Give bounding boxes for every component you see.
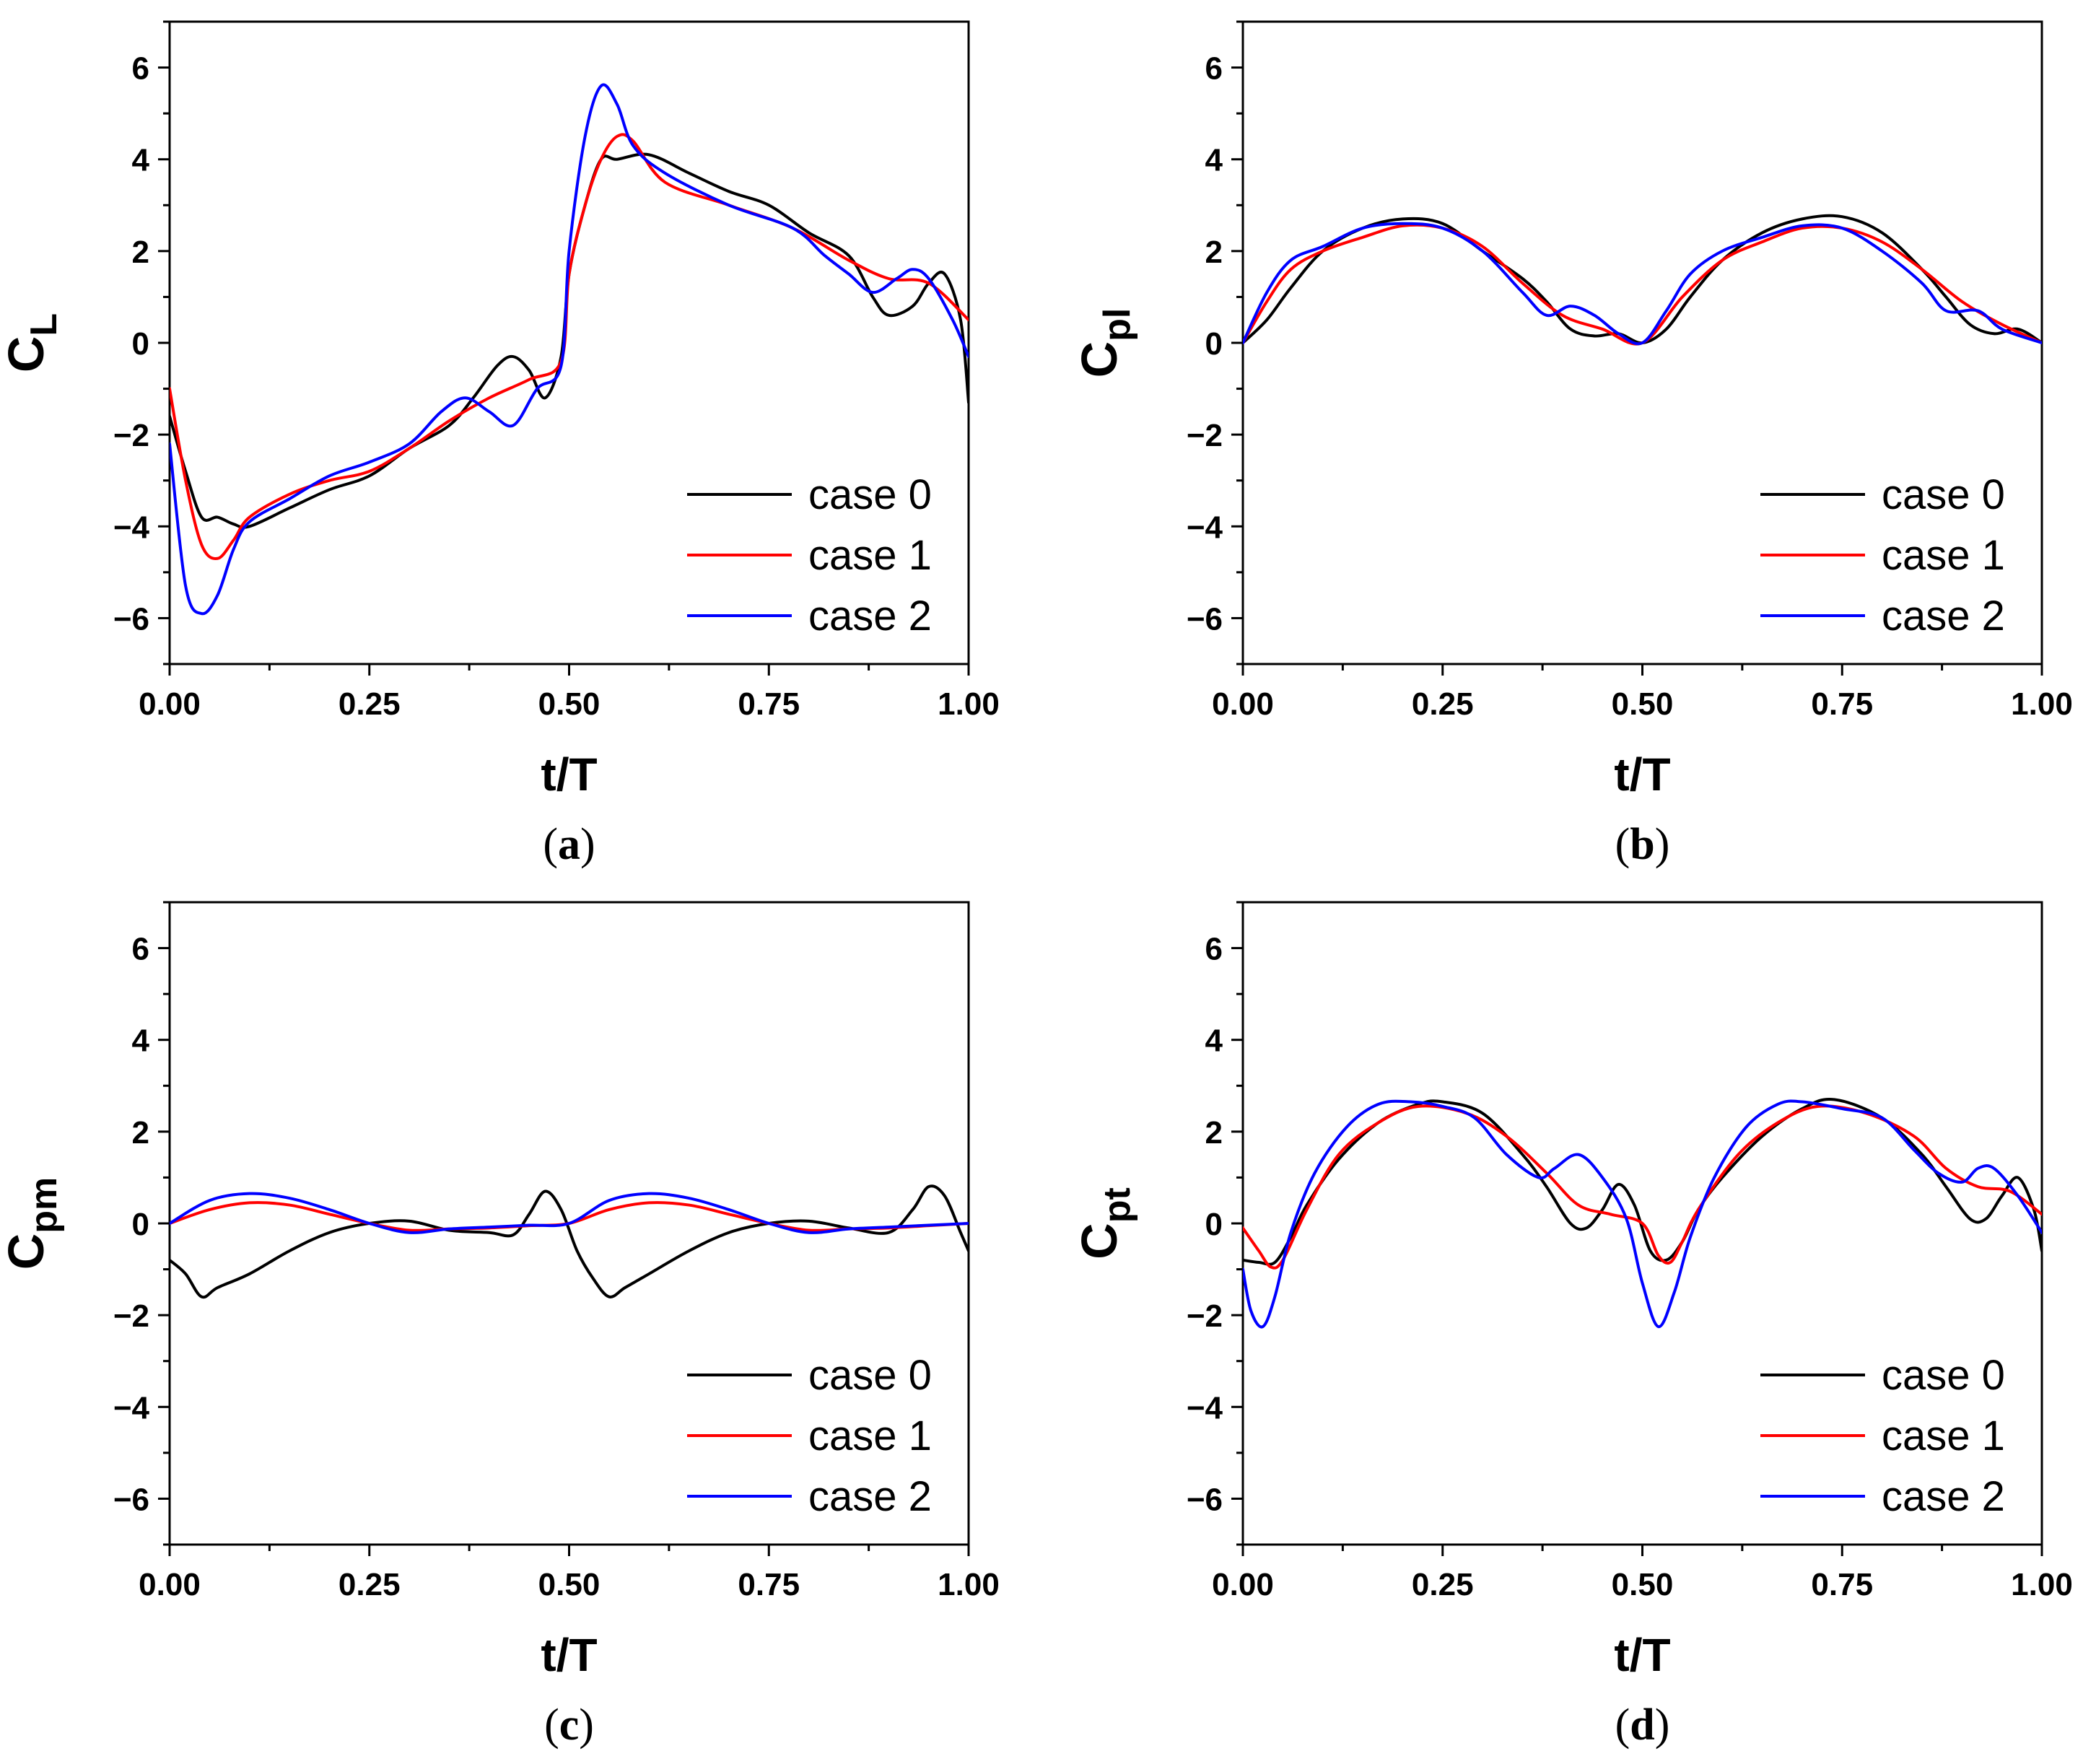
legend-label: case 1: [808, 532, 932, 579]
series-group: [1243, 1097, 2042, 1329]
series-group: [170, 1184, 969, 1299]
x-tick-label: 1.00: [938, 1567, 1000, 1602]
panel-caption: (a): [543, 820, 595, 869]
legend-label: case 1: [1882, 532, 2005, 579]
panel-d: 0.00 0.25 0.50 0.75 1.00 6 4 2 0 −2 −4 −6 t/T Cpt case…: [1071, 901, 2073, 1750]
legend-label: case 2: [1882, 593, 2005, 639]
series-line-case-2: [170, 1192, 969, 1234]
series-line-case-2: [170, 83, 969, 616]
legend: case 0 case 1 case 2: [1760, 1352, 2005, 1520]
legend-label: case 0: [1882, 1352, 2005, 1399]
y-tick-label: 6: [1205, 932, 1223, 967]
legend-label: case 0: [808, 1352, 932, 1399]
x-tick-label: 0.00: [139, 686, 201, 722]
y-axis-label: Cpm: [0, 1177, 65, 1270]
series-line-case-1: [1243, 223, 2042, 346]
y-tick-label: −6: [1187, 601, 1223, 637]
x-tick-label: 0.75: [738, 1567, 800, 1602]
x-tick-label: 0.50: [1612, 1567, 1674, 1602]
legend: case 0 case 1 case 2: [687, 471, 932, 639]
series-group: [1243, 214, 2042, 346]
series-line-case-0: [170, 1184, 969, 1299]
y-tick-label: 2: [1205, 235, 1223, 270]
x-tick-label: 1.00: [2011, 686, 2073, 722]
x-tick-label: 0.75: [1811, 1567, 1873, 1602]
x-tick-label: 0.50: [538, 686, 601, 722]
x-tick-label: 0.75: [1811, 686, 1873, 722]
x-tick-label: 0.25: [339, 1567, 401, 1602]
legend-label: case 0: [1882, 471, 2005, 518]
y-tick-label: 0: [132, 326, 149, 362]
series-line-case-0: [1243, 214, 2042, 345]
y-tick-label: −2: [113, 418, 149, 453]
panel-caption: (d): [1615, 1700, 1670, 1750]
x-tick-label: 0.50: [1612, 686, 1674, 722]
panel-a: 0.00 0.25 0.50 0.75 1.00 6 4 2 0 −2 −4 −6 t/T CL case …: [0, 20, 1000, 869]
x-tick-label: 0.25: [1412, 1567, 1474, 1602]
y-tick-label: −6: [113, 601, 149, 637]
x-tick-label: 0.25: [1412, 686, 1474, 722]
panel-caption: (c): [544, 1700, 594, 1750]
y-tick-label: 0: [1205, 326, 1223, 362]
y-tick-label: 6: [132, 932, 149, 967]
x-axis-label: t/T: [541, 748, 597, 800]
x-tick-label: 0.25: [339, 686, 401, 722]
legend-label: case 0: [808, 471, 932, 518]
y-tick-label: 4: [1205, 1023, 1223, 1059]
y-tick-label: 4: [1205, 143, 1223, 178]
y-tick-label: 4: [132, 1023, 150, 1059]
y-tick-label: 2: [132, 235, 149, 270]
y-tick-label: 6: [1205, 51, 1223, 87]
panel-caption: (b): [1615, 820, 1670, 869]
y-tick-label: −4: [1187, 1390, 1223, 1425]
y-tick-label: 2: [1205, 1115, 1223, 1150]
x-tick-label: 1.00: [938, 686, 1000, 722]
legend-label: case 1: [808, 1412, 932, 1459]
y-axis-label: Cpl: [1071, 308, 1138, 378]
x-axis-label: t/T: [1614, 1629, 1670, 1681]
x-tick-label: 0.00: [1212, 1567, 1274, 1602]
legend-label: case 2: [1882, 1473, 2005, 1520]
y-tick-label: −2: [1187, 418, 1223, 453]
series-line-case-2: [1243, 222, 2042, 346]
y-tick-label: −4: [113, 1390, 150, 1425]
x-tick-label: 0.50: [538, 1567, 601, 1602]
panel-c: 0.00 0.25 0.50 0.75 1.00 6 4 2 0 −2 −4 −6 t/T Cpm case…: [0, 901, 1000, 1750]
y-tick-label: 4: [132, 143, 150, 178]
legend: case 0 case 1 case 2: [1760, 471, 2005, 639]
y-tick-label: −4: [113, 510, 150, 545]
legend: case 0 case 1 case 2: [687, 1352, 932, 1520]
y-tick-label: −4: [1187, 510, 1223, 545]
y-tick-label: 6: [132, 51, 149, 87]
y-tick-label: −6: [113, 1482, 149, 1517]
y-tick-label: −6: [1187, 1482, 1223, 1517]
y-tick-label: 0: [1205, 1207, 1223, 1242]
series-line-case-2: [1243, 1099, 2042, 1329]
legend-label: case 2: [808, 593, 932, 639]
x-axis-label: t/T: [1614, 748, 1670, 800]
y-tick-label: −2: [113, 1298, 149, 1334]
series-line-case-1: [1243, 1104, 2042, 1270]
x-axis-label: t/T: [541, 1629, 597, 1681]
y-tick-label: 2: [132, 1115, 149, 1150]
x-tick-label: 1.00: [2011, 1567, 2073, 1602]
x-tick-label: 0.00: [139, 1567, 201, 1602]
series-group: [170, 83, 969, 616]
x-tick-label: 0.00: [1212, 686, 1274, 722]
y-axis-label: Cpt: [1071, 1187, 1138, 1259]
y-axis-label: CL: [0, 313, 65, 372]
y-tick-label: −2: [1187, 1298, 1223, 1334]
y-tick-label: 0: [132, 1207, 149, 1242]
legend-label: case 2: [808, 1473, 932, 1520]
series-line-case-0: [1243, 1097, 2042, 1266]
panel-b: 0.00 0.25 0.50 0.75 1.00 6 4 2 0 −2 −4 −6 t/T Cpl case…: [1071, 20, 2073, 869]
legend-label: case 1: [1882, 1412, 2005, 1459]
x-tick-label: 0.75: [738, 686, 800, 722]
